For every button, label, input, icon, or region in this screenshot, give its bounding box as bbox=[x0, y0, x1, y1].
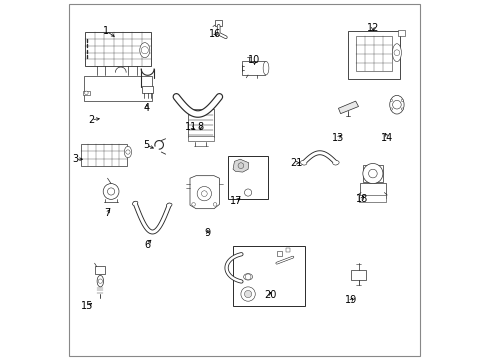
Text: 14: 14 bbox=[380, 133, 392, 143]
Bar bbox=[241, 61, 264, 75]
Text: 9: 9 bbox=[204, 228, 210, 238]
Circle shape bbox=[244, 189, 251, 196]
Circle shape bbox=[98, 279, 102, 283]
Circle shape bbox=[201, 191, 207, 197]
Bar bbox=[359, 195, 386, 202]
Circle shape bbox=[191, 203, 195, 206]
Circle shape bbox=[400, 108, 403, 110]
Text: 5: 5 bbox=[142, 140, 149, 150]
Bar bbox=[398, 30, 404, 36]
Circle shape bbox=[241, 287, 255, 301]
Ellipse shape bbox=[300, 161, 306, 165]
Circle shape bbox=[392, 100, 400, 109]
Circle shape bbox=[125, 150, 130, 154]
Bar bbox=[85, 32, 151, 66]
Polygon shape bbox=[190, 176, 219, 209]
Text: 6: 6 bbox=[143, 240, 150, 250]
Text: 1: 1 bbox=[103, 26, 109, 36]
Ellipse shape bbox=[243, 274, 252, 280]
Text: 7: 7 bbox=[104, 208, 110, 218]
Text: 18: 18 bbox=[355, 194, 367, 204]
Ellipse shape bbox=[97, 275, 103, 287]
Bar bbox=[351, 270, 365, 280]
Text: 11: 11 bbox=[185, 122, 197, 132]
Ellipse shape bbox=[389, 95, 403, 114]
Bar bbox=[347, 31, 400, 80]
Text: 16: 16 bbox=[208, 29, 221, 39]
Bar bbox=[84, 76, 152, 101]
Text: 12: 12 bbox=[366, 23, 378, 33]
Polygon shape bbox=[338, 101, 358, 114]
Bar bbox=[233, 246, 304, 306]
Circle shape bbox=[103, 184, 119, 199]
Ellipse shape bbox=[124, 146, 131, 158]
Circle shape bbox=[238, 163, 244, 168]
Circle shape bbox=[400, 99, 403, 102]
Bar bbox=[356, 36, 391, 71]
Bar bbox=[83, 91, 89, 95]
Ellipse shape bbox=[332, 161, 339, 165]
Text: 8: 8 bbox=[197, 122, 203, 132]
Text: 4: 4 bbox=[143, 103, 150, 113]
Bar bbox=[215, 20, 222, 26]
Ellipse shape bbox=[392, 44, 401, 62]
Circle shape bbox=[368, 169, 376, 178]
Polygon shape bbox=[233, 159, 248, 172]
Bar bbox=[359, 183, 385, 198]
Text: 21: 21 bbox=[290, 158, 302, 168]
Text: 15: 15 bbox=[81, 301, 93, 311]
Circle shape bbox=[244, 274, 250, 280]
Circle shape bbox=[393, 50, 399, 55]
Text: 2: 2 bbox=[88, 115, 94, 125]
Text: 3: 3 bbox=[72, 154, 78, 164]
Circle shape bbox=[213, 203, 217, 206]
Text: 19: 19 bbox=[345, 295, 357, 305]
Bar bbox=[276, 251, 282, 256]
Text: 20: 20 bbox=[264, 291, 276, 301]
Text: 17: 17 bbox=[230, 196, 243, 206]
Bar bbox=[95, 266, 105, 274]
Bar bbox=[187, 136, 213, 141]
Bar bbox=[81, 144, 127, 166]
Bar bbox=[228, 156, 267, 199]
Circle shape bbox=[389, 108, 392, 110]
Bar bbox=[187, 109, 213, 137]
Bar bbox=[142, 86, 153, 93]
Ellipse shape bbox=[132, 201, 138, 205]
Circle shape bbox=[389, 99, 392, 102]
Circle shape bbox=[197, 186, 211, 201]
Circle shape bbox=[84, 91, 88, 95]
Circle shape bbox=[362, 163, 382, 184]
Circle shape bbox=[107, 188, 115, 195]
Text: 13: 13 bbox=[332, 133, 344, 143]
Ellipse shape bbox=[263, 61, 268, 75]
Bar bbox=[362, 166, 382, 181]
Circle shape bbox=[141, 46, 148, 54]
Ellipse shape bbox=[140, 42, 149, 58]
Ellipse shape bbox=[166, 203, 172, 207]
Circle shape bbox=[244, 291, 251, 298]
Bar bbox=[285, 248, 290, 252]
Text: 10: 10 bbox=[248, 55, 260, 65]
